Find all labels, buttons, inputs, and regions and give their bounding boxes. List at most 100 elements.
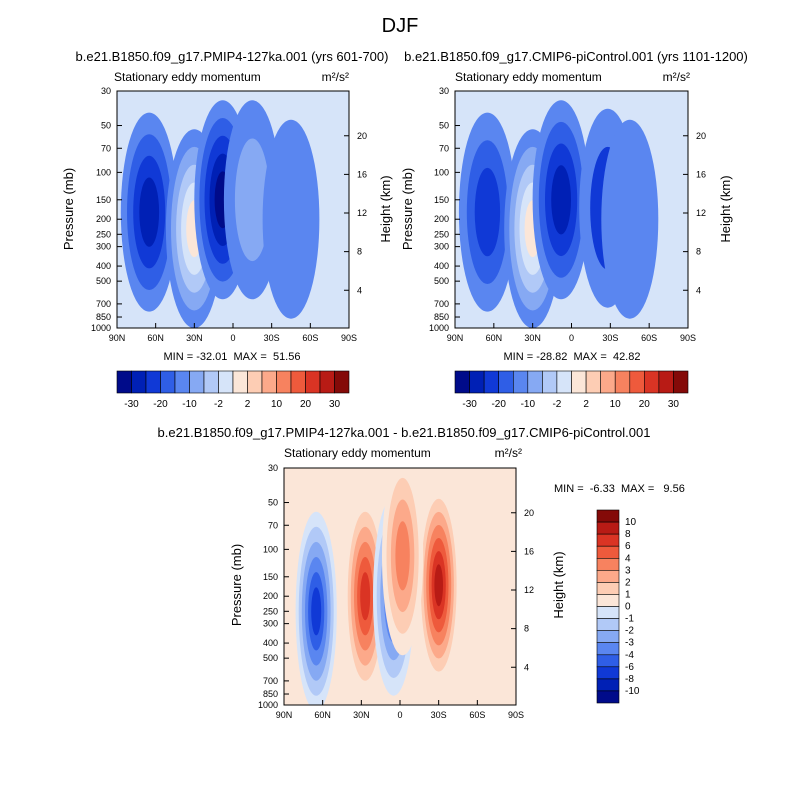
panel-3: b.e21.B1850.f09_g17.PMIP4-127ka.001 - b.… bbox=[158, 425, 685, 720]
panel-3-colorbar-label: -10 bbox=[625, 686, 640, 697]
panel-2-ytick-label: 70 bbox=[439, 143, 449, 153]
panel-3-colorbar-label: -3 bbox=[625, 638, 634, 649]
panel-3-colorbar-label: 10 bbox=[625, 517, 637, 528]
panel-2-colorbar-box bbox=[658, 370, 674, 394]
panel-2-colorbar-box bbox=[454, 370, 470, 394]
panel-3-xtick-label: 90N bbox=[276, 710, 293, 720]
panel-2-colorbar-box bbox=[600, 370, 616, 394]
panel-2-colorbar-box bbox=[571, 370, 587, 394]
panel-1-contour-3-1 bbox=[234, 138, 270, 262]
panel-2-colorbar-box bbox=[629, 370, 645, 394]
panel-1-xtick-label: 90S bbox=[341, 333, 357, 343]
panel-1-ytick-label: 70 bbox=[101, 143, 111, 153]
panel-3-ytick-label: 200 bbox=[263, 591, 278, 601]
panel-1-ytick-label: 50 bbox=[101, 121, 111, 131]
panel-1-xtick-label: 0 bbox=[230, 333, 235, 343]
panel-2-colorbar-label: 10 bbox=[610, 399, 622, 410]
panel-1-xtick-label: 90N bbox=[109, 333, 126, 343]
panel-3-ytick-label: 30 bbox=[268, 463, 278, 473]
panel-2-contours bbox=[458, 100, 659, 328]
panel-3-ylabel: Pressure (mb) bbox=[229, 544, 244, 626]
panel-2-colorbar-box bbox=[469, 370, 485, 394]
panel-3-ytick-label: 500 bbox=[263, 653, 278, 663]
panel-3-ylabel-right: Height (km) bbox=[551, 551, 566, 618]
panel-3-ytick-right-label: 16 bbox=[524, 546, 534, 556]
panel-3-xtick-label: 0 bbox=[397, 710, 402, 720]
panel-2-stats: MIN = -28.82 MAX = 42.82 bbox=[504, 351, 641, 363]
panel-2-ytick-right-label: 8 bbox=[696, 247, 701, 257]
panel-3-ytick-label: 100 bbox=[263, 544, 278, 554]
panel-1-units: m²/s² bbox=[322, 70, 349, 84]
panel-3-colorbar-box bbox=[596, 630, 620, 643]
panel-1: b.e21.B1850.f09_g17.PMIP4-127ka.001 (yrs… bbox=[61, 49, 393, 410]
panel-3-contour-0-5 bbox=[311, 587, 322, 636]
panel-2-colorbar-box bbox=[673, 370, 689, 394]
panel-1-title: b.e21.B1850.f09_g17.PMIP4-127ka.001 (yrs… bbox=[76, 49, 389, 64]
panel-1-colorbar-box bbox=[290, 370, 306, 394]
panel-1-colorbar-box bbox=[334, 370, 350, 394]
panel-3-colorbar-label: 4 bbox=[625, 553, 631, 564]
panel-1-ytick-label: 150 bbox=[96, 195, 111, 205]
panel-2-ytick-label: 1000 bbox=[429, 323, 449, 333]
panel-2-colorbar-box bbox=[512, 370, 529, 394]
panel-3-colorbar-label: 1 bbox=[625, 589, 631, 600]
panel-1-contour-0-3 bbox=[139, 177, 160, 247]
panel-3-colorbar-label: -4 bbox=[625, 650, 634, 661]
panel-3-colorbar-label: 8 bbox=[625, 529, 631, 540]
panel-1-colorbar-box bbox=[189, 370, 205, 394]
panel-3-colorbar-box bbox=[596, 521, 620, 535]
panel-3-stats: MIN = -6.33 MAX = 9.56 bbox=[554, 483, 685, 495]
panel-1-ytick-right-label: 12 bbox=[357, 208, 367, 218]
panel-3-contour-3-6 bbox=[434, 564, 444, 607]
panel-2-colorbar-box bbox=[527, 370, 543, 394]
panel-3-colorbar-label: -1 bbox=[625, 614, 634, 625]
panel-1-xtick-label: 30S bbox=[264, 333, 280, 343]
panel-3-colorbar-label: -8 bbox=[625, 674, 634, 685]
panel-2-contour-0-2 bbox=[474, 167, 501, 257]
panel-3-ytick-label: 150 bbox=[263, 572, 278, 582]
panel-3-colorbar-box bbox=[596, 509, 620, 523]
panel-3-colorbar-label: 6 bbox=[625, 541, 631, 552]
panel-3-ytick-right-label: 12 bbox=[524, 585, 534, 595]
panel-3-ytick-label: 700 bbox=[263, 676, 278, 686]
panel-1-stats: MIN = -32.01 MAX = 51.56 bbox=[164, 351, 301, 363]
panel-1-colorbar-box bbox=[247, 370, 263, 394]
panel-1-colorbar-box bbox=[131, 370, 147, 394]
panel-1-ytick-label: 300 bbox=[96, 242, 111, 252]
panel-3-ytick-right-label: 8 bbox=[524, 624, 529, 634]
panel-3-colorbar-box bbox=[596, 678, 620, 692]
panel-2-ytick-label: 300 bbox=[434, 242, 449, 252]
panel-2-ytick-right-label: 16 bbox=[696, 169, 706, 179]
panel-1-axes: 90N 60N 30N 0 30S 60S 90S 30 50 70 100 150 200 250 300… bbox=[91, 86, 367, 343]
panel-2-colorbar-box bbox=[483, 370, 500, 394]
panel-1-colorbar-box bbox=[160, 370, 176, 394]
panel-1-colorbar-box bbox=[232, 370, 248, 394]
panel-2-ytick-right-label: 4 bbox=[696, 285, 701, 295]
panel-2-colorbar-label: -30 bbox=[462, 399, 477, 410]
panel-2-colorbar-box bbox=[556, 370, 572, 394]
panel-1-ylabel: Pressure (mb) bbox=[61, 168, 76, 250]
panel-2-ytick-label: 700 bbox=[434, 299, 449, 309]
panel-2-ytick-label: 250 bbox=[434, 229, 449, 239]
panel-2-axes: 90N 60N 30N 0 30S 60S 90S 30 50 70 100 150 200 250 300… bbox=[429, 86, 706, 343]
panel-2-ytick-label: 500 bbox=[434, 276, 449, 286]
panel-3-xtick-label: 60N bbox=[314, 710, 331, 720]
panel-3-colorbar-box bbox=[596, 654, 620, 668]
panel-3-colorbar-box bbox=[596, 594, 620, 607]
panel-2-contour-4-0 bbox=[601, 119, 659, 319]
panel-3-ytick-label: 400 bbox=[263, 638, 278, 648]
panel-2-colorbar-label: -2 bbox=[552, 399, 561, 410]
panel-2-xtick-label: 60S bbox=[641, 333, 657, 343]
panel-2-colorbar-box bbox=[498, 370, 514, 394]
panel-1-ylabel-right: Height (km) bbox=[378, 175, 393, 242]
panel-3-contour-4-3 bbox=[395, 521, 410, 591]
panel-1-ytick-right-label: 8 bbox=[357, 247, 362, 257]
panel-3-ytick-label: 250 bbox=[263, 606, 278, 616]
panel-1-colorbar-box bbox=[276, 370, 292, 394]
panel-2-colorbar-box bbox=[643, 370, 660, 394]
panel-2-contour-2-3 bbox=[551, 165, 571, 235]
panel-2-ytick-label: 200 bbox=[434, 214, 449, 224]
panel-3-colorbar-box bbox=[596, 666, 620, 680]
panel-2-colorbar-label: -10 bbox=[521, 399, 536, 410]
panel-2-ylabel-right: Height (km) bbox=[718, 175, 733, 242]
